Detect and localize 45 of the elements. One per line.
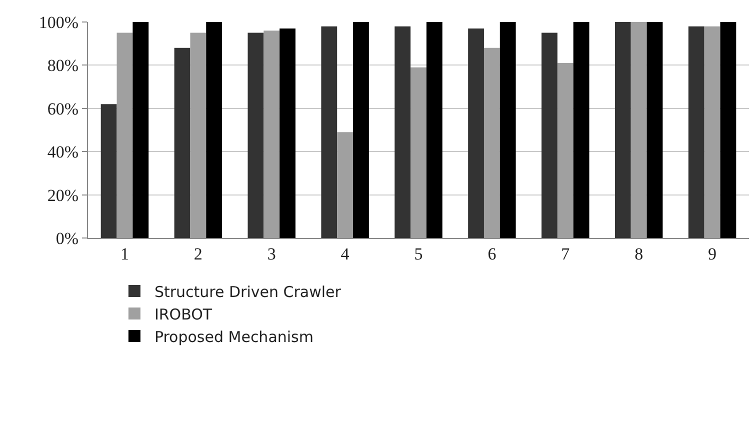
x-tick-label: 5 [414, 244, 423, 264]
y-tick-label: 0% [56, 228, 79, 248]
y-tick-label: 80% [47, 56, 79, 76]
legend-label: Structure Driven Crawler [154, 282, 342, 301]
bar [688, 26, 704, 238]
bar [630, 22, 647, 238]
bar [353, 22, 369, 238]
x-tick-label: 9 [708, 244, 717, 264]
bar [100, 104, 117, 238]
bar [280, 28, 296, 238]
bar [542, 32, 558, 238]
x-tick-label: 6 [488, 244, 496, 264]
bar [573, 22, 590, 238]
x-tick-label: 8 [634, 244, 644, 264]
x-tick-label: 2 [194, 244, 202, 264]
legend-label: Proposed Mechanism [154, 328, 314, 346]
y-tick-label: 40% [47, 142, 79, 162]
bar [468, 28, 484, 238]
x-tick-label: 4 [340, 244, 350, 264]
bar [484, 48, 500, 238]
bar [557, 63, 574, 238]
bar [426, 22, 442, 238]
legend-label: IROBOT [154, 305, 213, 324]
bar [264, 30, 280, 238]
bar [116, 32, 133, 238]
bar [321, 26, 338, 238]
bar [394, 26, 411, 238]
y-tick-label: 20% [47, 186, 79, 205]
bar [720, 22, 736, 238]
bar [132, 22, 149, 238]
bar [337, 132, 354, 238]
bar [500, 22, 516, 238]
x-tick-label: 1 [120, 244, 129, 264]
bar [704, 26, 720, 238]
x-tick-label: 3 [267, 244, 276, 264]
bar [174, 48, 190, 238]
bar [410, 67, 426, 238]
y-tick-label: 100% [38, 12, 79, 32]
y-tick-label: 60% [47, 99, 79, 118]
bar [206, 22, 222, 238]
bar [614, 22, 631, 238]
bar [248, 32, 264, 238]
x-tick-label: 7 [561, 244, 570, 264]
bar [190, 32, 206, 238]
bar [646, 22, 663, 238]
